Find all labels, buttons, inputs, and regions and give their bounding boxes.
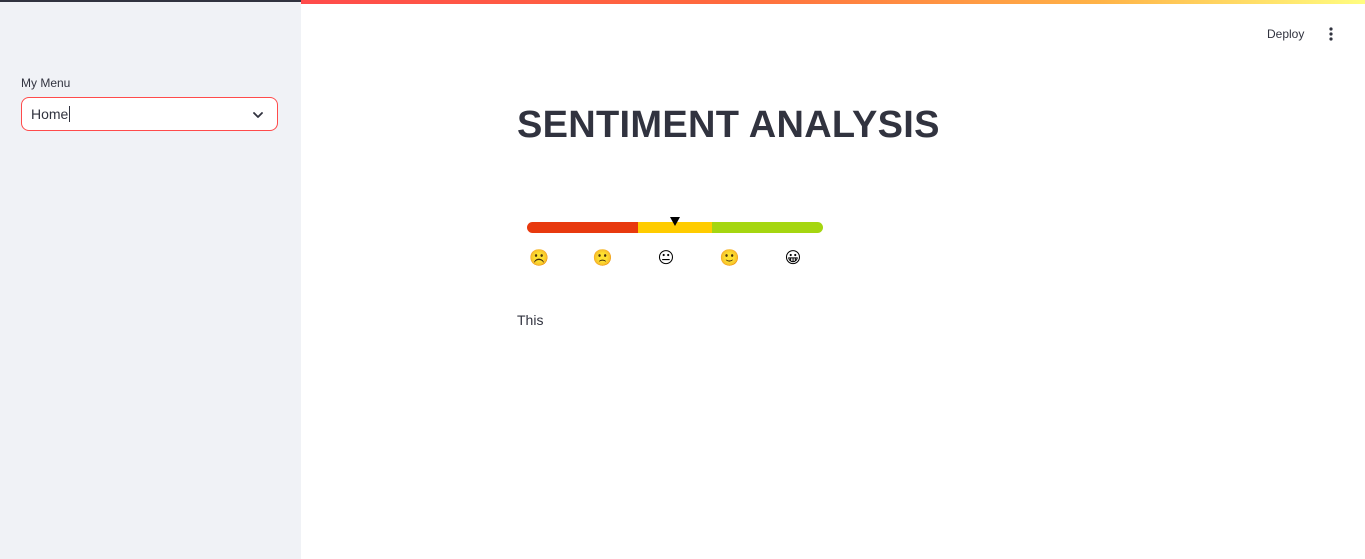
sidebar-top-border: [0, 0, 301, 2]
sentiment-gauge: ☹️ 🙁 😐 🙂 😀: [527, 217, 823, 267]
gauge-emoji-row: ☹️ 🙁 😐 🙂 😀: [529, 248, 801, 267]
gauge-segment-2: [638, 222, 713, 233]
menu-select[interactable]: Home: [21, 97, 278, 131]
main-content: Deploy SENTIMENT ANALYSIS ☹️ 🙁 😐 🙂 😀 This: [301, 0, 1365, 559]
chevron-down-icon[interactable]: [252, 109, 264, 121]
deploy-button[interactable]: Deploy: [1261, 24, 1310, 44]
menu-select-value[interactable]: Home: [31, 106, 71, 122]
body-text: This: [517, 312, 544, 328]
page-title: SENTIMENT ANALYSIS: [517, 104, 940, 146]
header-decoration-bar: [301, 0, 1365, 4]
gauge-segment-1: [527, 222, 639, 233]
sidebar: My Menu Home: [0, 0, 301, 559]
gauge-emoji-1: ☹️: [529, 248, 549, 267]
gauge-bar: [527, 222, 823, 233]
gauge-emoji-2: 🙁: [593, 248, 613, 267]
gauge-emoji-5: 😀: [785, 248, 802, 267]
vertical-dots-icon[interactable]: [1323, 24, 1339, 44]
gauge-marker-icon: [670, 217, 680, 226]
gauge-emoji-4: 🙂: [720, 248, 740, 267]
gauge-segment-3: [712, 222, 823, 233]
gauge-emoji-3: 😐: [658, 248, 675, 267]
menu-label: My Menu: [21, 76, 71, 90]
